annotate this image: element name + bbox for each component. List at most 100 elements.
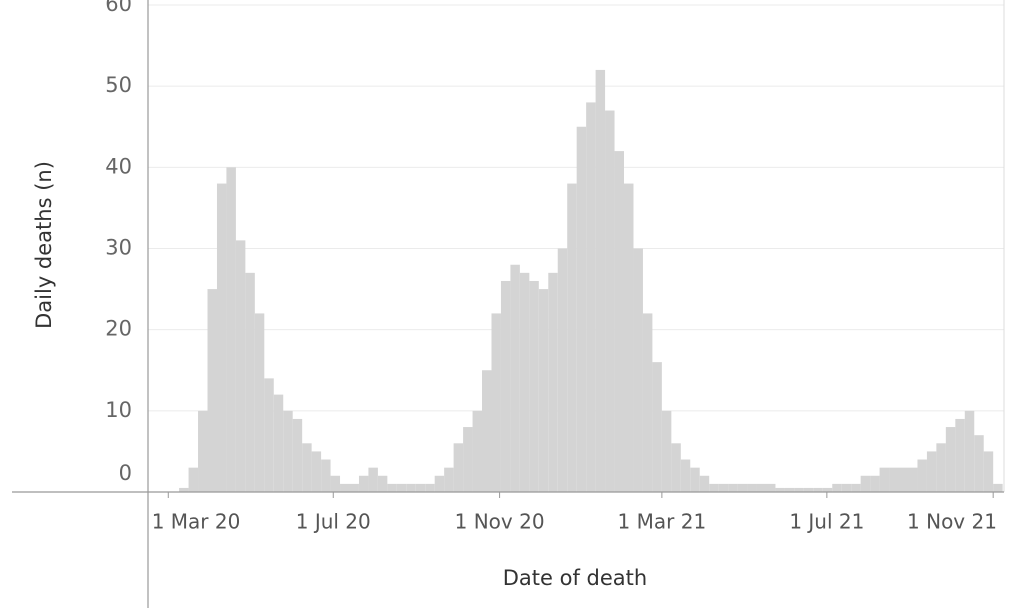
bar <box>235 240 246 492</box>
bar <box>548 272 558 492</box>
bar <box>964 410 975 492</box>
bar <box>614 151 625 492</box>
bar <box>567 183 577 493</box>
bar <box>179 487 189 492</box>
bar <box>245 272 255 492</box>
bar <box>661 410 672 492</box>
bar <box>453 443 464 492</box>
bar <box>226 167 236 493</box>
bar <box>491 313 501 492</box>
bar <box>832 483 842 492</box>
bar <box>728 483 738 492</box>
bar <box>510 264 520 492</box>
bar <box>586 102 596 493</box>
bar <box>396 483 407 492</box>
bar <box>860 475 871 492</box>
bar <box>434 475 445 492</box>
bar <box>283 410 293 492</box>
bar <box>576 126 587 492</box>
bar <box>756 483 766 492</box>
bar <box>264 378 274 492</box>
bar <box>321 459 331 492</box>
bar <box>889 467 899 492</box>
bar <box>671 443 681 492</box>
bar <box>377 475 388 492</box>
bar <box>690 467 700 492</box>
bar <box>500 280 511 492</box>
bar <box>803 487 814 492</box>
bar <box>822 487 833 492</box>
bar <box>415 483 426 492</box>
bar <box>624 183 634 493</box>
bar <box>463 427 473 492</box>
bar <box>879 467 890 492</box>
bar <box>472 410 483 492</box>
x-axis-title: Date of death <box>503 566 647 590</box>
bar <box>387 483 397 492</box>
bar <box>216 183 227 493</box>
y-tick-label: 10 <box>105 398 132 422</box>
bar <box>955 418 965 492</box>
bar <box>841 483 852 492</box>
bar <box>794 487 804 492</box>
bar <box>652 362 662 492</box>
bar <box>974 435 984 492</box>
bar <box>349 483 359 492</box>
bar <box>784 487 795 492</box>
bar <box>444 467 454 492</box>
y-tick-label: 20 <box>105 317 132 341</box>
bar <box>406 483 416 492</box>
bar <box>945 427 956 492</box>
bar <box>311 451 322 492</box>
bar <box>642 313 653 492</box>
bar <box>633 248 643 492</box>
bar <box>775 487 785 492</box>
y-tick-label: 60 <box>105 0 132 16</box>
x-tick-label: 1 Mar 20 <box>152 510 241 534</box>
bar <box>254 313 265 492</box>
bar <box>737 483 748 492</box>
bar <box>699 475 710 492</box>
bar <box>983 451 994 492</box>
bar <box>358 475 369 492</box>
y-tick-label: 0 <box>119 461 132 485</box>
bar <box>765 483 776 492</box>
bar <box>529 280 539 492</box>
bar <box>188 467 199 492</box>
bar <box>340 483 350 492</box>
bar <box>680 459 691 492</box>
bar <box>292 418 303 492</box>
bar <box>368 467 378 492</box>
x-tick-label: 1 Jul 20 <box>296 510 371 534</box>
bar <box>870 475 880 492</box>
bar <box>595 69 606 492</box>
bar <box>605 110 615 493</box>
x-tick-label: 1 Nov 20 <box>455 510 545 534</box>
bar <box>926 451 937 492</box>
y-tick-label: 50 <box>105 73 132 97</box>
bar <box>330 475 341 492</box>
bar <box>936 443 946 492</box>
x-tick-label: 1 Nov 21 <box>907 510 997 534</box>
bar <box>898 467 908 492</box>
bar <box>482 370 492 492</box>
y-axis-title: Daily deaths (n) <box>32 161 56 329</box>
bar <box>851 483 861 492</box>
x-tick-label: 1 Mar 21 <box>618 510 707 534</box>
bar <box>917 459 927 492</box>
y-tick-label: 40 <box>105 154 132 178</box>
bar <box>709 483 719 492</box>
bar <box>273 394 284 492</box>
bar <box>538 289 549 492</box>
bar <box>557 248 568 492</box>
bar <box>198 410 208 492</box>
bar <box>207 289 217 492</box>
bar <box>993 483 1003 492</box>
x-tick-label: 1 Jul 21 <box>789 510 864 534</box>
y-tick-label: 30 <box>105 236 132 260</box>
bar <box>813 487 823 492</box>
bar <box>907 467 918 492</box>
bar <box>519 272 530 492</box>
bar <box>718 483 729 492</box>
